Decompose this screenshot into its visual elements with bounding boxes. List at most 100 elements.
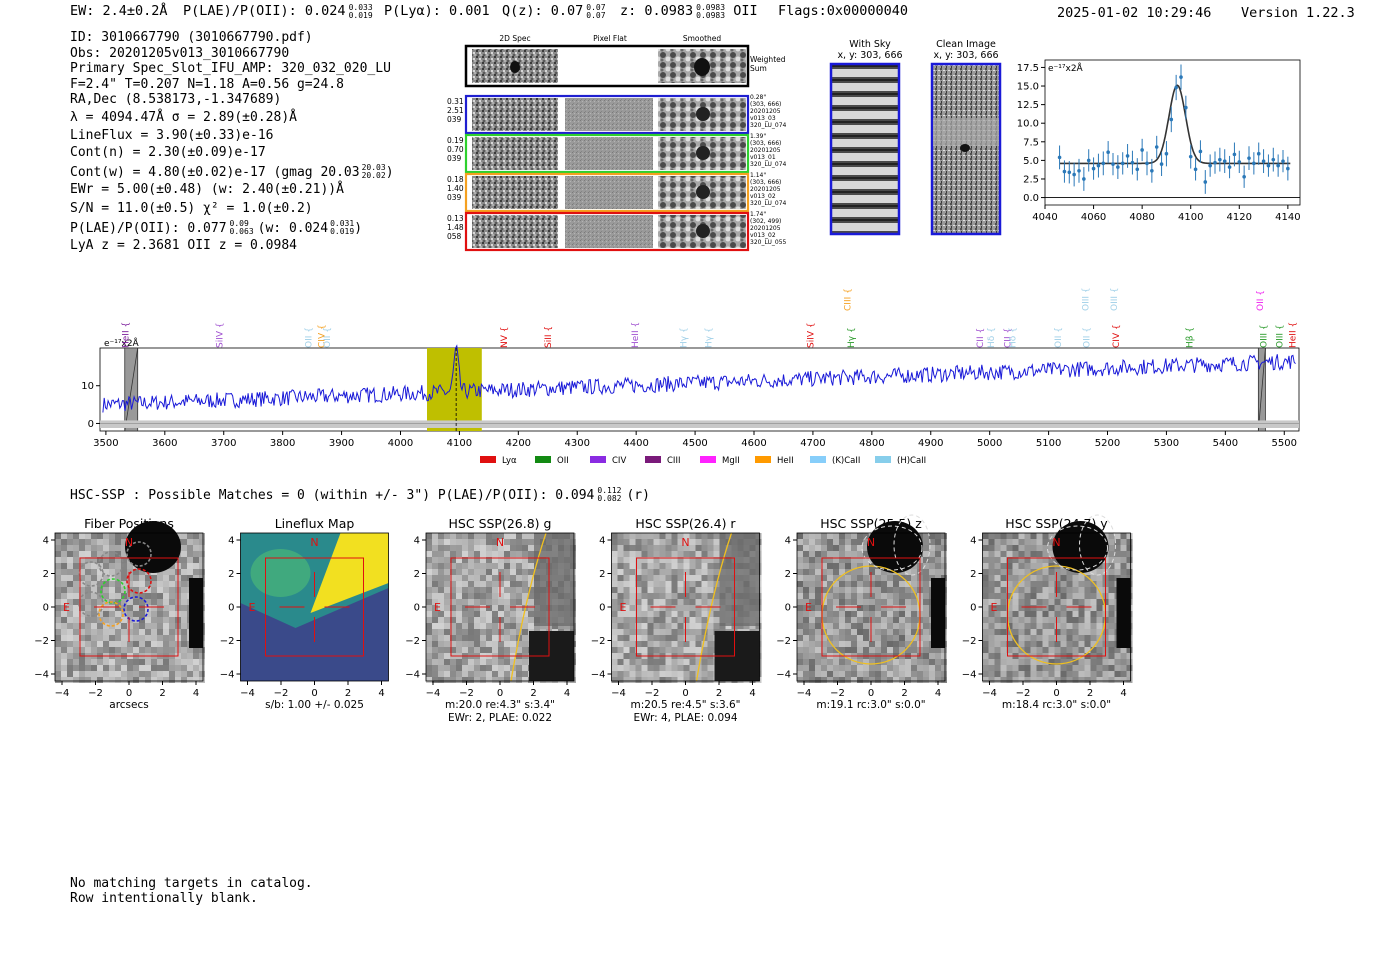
- pixel: [456, 557, 462, 563]
- pixel: [163, 569, 169, 575]
- pixel: [438, 581, 444, 587]
- pixel: [1084, 587, 1091, 593]
- pixel: [1036, 587, 1043, 593]
- pixel: [474, 575, 480, 581]
- pixel: [1042, 557, 1049, 563]
- pixel: [893, 581, 899, 587]
- pixel: [504, 545, 510, 551]
- spectrum-xtick-label: 4700: [800, 438, 825, 449]
- hsc-summary: HSC-SSP : Possible Matches = 0 (within +…: [70, 486, 650, 504]
- pixel: [641, 641, 648, 647]
- pixel: [821, 593, 827, 599]
- pixel: [923, 665, 929, 671]
- pixel: [863, 557, 869, 563]
- pixel: [1078, 587, 1085, 593]
- pixel: [1042, 563, 1049, 569]
- pixel: [935, 533, 941, 539]
- pixel: [474, 587, 480, 593]
- pixel: [707, 659, 714, 665]
- pixel: [187, 533, 193, 539]
- pixel: [193, 569, 199, 575]
- cutout-row-right-label: 1.74": [750, 211, 766, 218]
- pixel: [803, 557, 809, 563]
- pixel: [1000, 557, 1007, 563]
- pixel: [1024, 533, 1031, 539]
- pixel: [79, 575, 85, 581]
- panel-ytick-label: 0: [414, 603, 420, 614]
- pixel: [827, 659, 833, 665]
- pixel: [522, 671, 528, 677]
- pixel: [73, 563, 79, 569]
- pixel: [115, 611, 121, 617]
- pixel: [456, 593, 462, 599]
- pixel: [504, 629, 510, 635]
- pixel: [1012, 647, 1019, 653]
- pixel: [839, 659, 845, 665]
- pixel: [671, 623, 678, 629]
- pixel: [468, 641, 474, 647]
- pixel: [97, 575, 103, 581]
- pixel: [982, 641, 989, 647]
- pixel: [199, 647, 205, 653]
- pixel: [73, 659, 79, 665]
- pixel: [695, 569, 702, 575]
- pixel: [85, 587, 91, 593]
- pixel: [181, 635, 187, 641]
- pixel: [827, 581, 833, 587]
- spectrum-line-label: OII {: [1082, 327, 1092, 348]
- pixel: [629, 647, 636, 653]
- pixel: [121, 569, 127, 575]
- pixel: [139, 635, 145, 641]
- pixel: [432, 611, 438, 617]
- pixel: [899, 575, 905, 581]
- pixel: [1060, 599, 1067, 605]
- pixel: [707, 629, 714, 635]
- pixel: [498, 599, 504, 605]
- pixel: [857, 665, 863, 671]
- panel-ytick-label: 2: [228, 569, 234, 580]
- pixel: [827, 575, 833, 581]
- pixel: [713, 611, 720, 617]
- pixel: [426, 605, 432, 611]
- pixel: [1108, 653, 1115, 659]
- pixel: [115, 617, 121, 623]
- pixel: [1036, 539, 1043, 545]
- pixel: [683, 587, 690, 593]
- pixel: [653, 593, 660, 599]
- pixel: [635, 593, 642, 599]
- pixel: [683, 575, 690, 581]
- pixel: [1018, 641, 1025, 647]
- pixel: [863, 629, 869, 635]
- pixel: [623, 593, 630, 599]
- pixel: [1042, 647, 1049, 653]
- pixel: [689, 659, 696, 665]
- pixel: [486, 617, 492, 623]
- pixel: [1084, 611, 1091, 617]
- pixel: [73, 677, 79, 683]
- cutout-source: [696, 224, 710, 238]
- pixel: [1108, 611, 1115, 617]
- pixel: [851, 539, 857, 545]
- lineflux-blob: [250, 549, 311, 597]
- pixel: [1060, 593, 1067, 599]
- pixel: [641, 563, 648, 569]
- pixel: [504, 581, 510, 587]
- pixel: [91, 647, 97, 653]
- pixel: [1018, 659, 1025, 665]
- pixel: [67, 623, 73, 629]
- pixel: [456, 569, 462, 575]
- pixel: [1126, 533, 1133, 539]
- pixel: [677, 575, 684, 581]
- pixel: [432, 575, 438, 581]
- panel-ytick-label: 4: [228, 536, 234, 547]
- pixel: [683, 551, 690, 557]
- pixel: [139, 641, 145, 647]
- pixel: [139, 599, 145, 605]
- pixel: [905, 629, 911, 635]
- pixel: [707, 617, 714, 623]
- pixel: [845, 575, 851, 581]
- pixel: [55, 665, 61, 671]
- pixel: [516, 587, 522, 593]
- pixel: [480, 641, 486, 647]
- zoom-data-point: [1222, 159, 1227, 163]
